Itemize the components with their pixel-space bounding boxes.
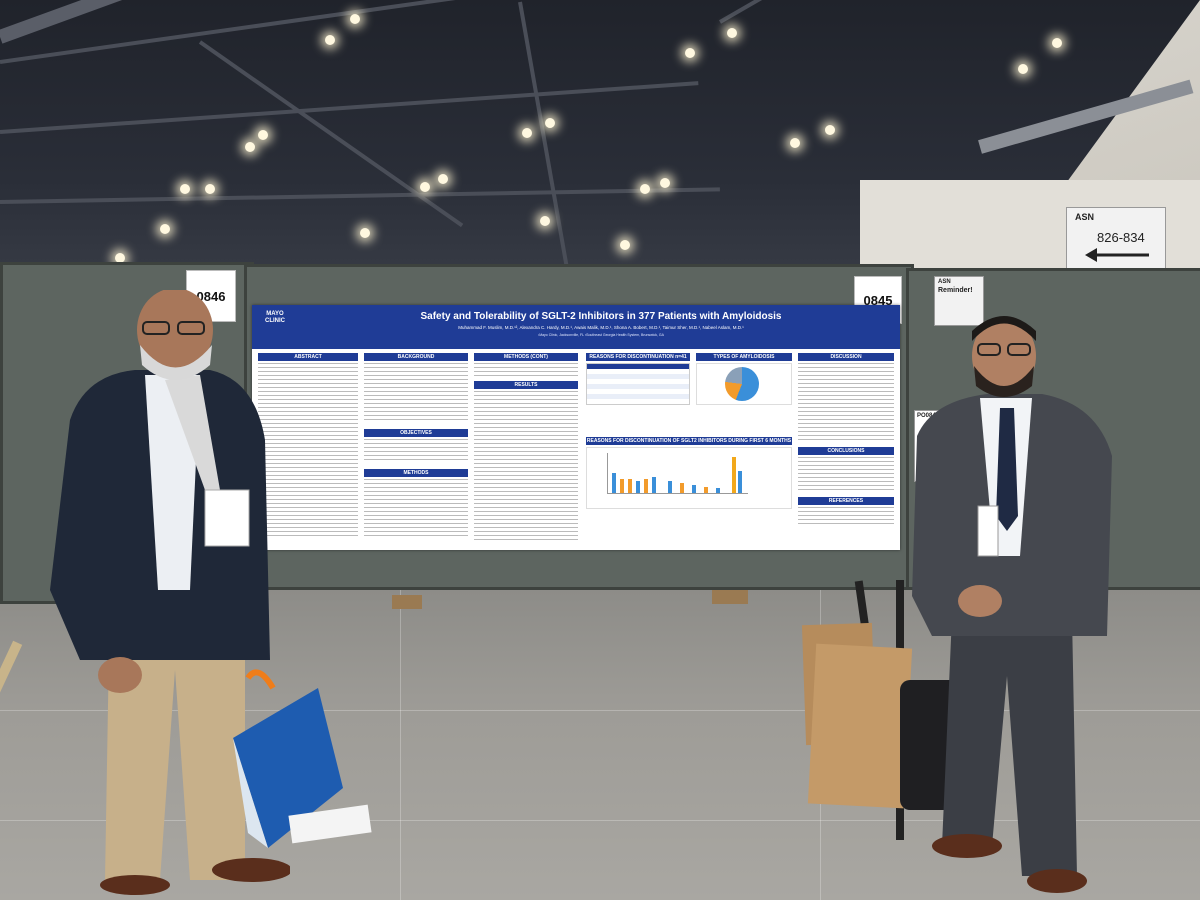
text-block bbox=[364, 479, 468, 539]
text-block bbox=[798, 457, 894, 493]
bar bbox=[644, 479, 648, 493]
section-heading: REFERENCES bbox=[798, 497, 894, 505]
right-booth-tag-text: PO0844 bbox=[917, 413, 940, 419]
text-block bbox=[798, 507, 894, 525]
poster-authors: Muhammad F. Muslim, M.D.¹², Alexandra C.… bbox=[458, 325, 744, 330]
poster-column-abstract: ABSTRACT bbox=[258, 353, 358, 538]
bar bbox=[636, 481, 640, 493]
poster-column-methods-cont: METHODS (CONT) RESULTS bbox=[474, 353, 578, 541]
ceiling-light bbox=[825, 125, 835, 135]
poster-header: MAYO CLINIC Safety and Tolerability of S… bbox=[252, 305, 900, 349]
presenter-left bbox=[50, 290, 290, 895]
left-arrow-icon bbox=[1085, 248, 1149, 262]
tote-bag bbox=[233, 669, 343, 848]
ceiling-light bbox=[540, 216, 550, 226]
box-behind bbox=[712, 590, 748, 604]
paper-bag bbox=[807, 643, 913, 809]
section-heading: METHODS (CONT) bbox=[474, 353, 578, 361]
mayo-clinic-logo: MAYO CLINIC bbox=[260, 311, 290, 343]
reminder-brand: ASN bbox=[938, 279, 951, 285]
ceiling-light bbox=[640, 184, 650, 194]
poster-column-discussion: DISCUSSION CONCLUSIONS REFERENCES bbox=[798, 353, 894, 525]
box-behind bbox=[392, 595, 422, 609]
section-heading: REASONS FOR DISCONTINUATION OF SGLT2 INH… bbox=[586, 437, 792, 445]
section-heading: RESULTS bbox=[474, 381, 578, 389]
bar bbox=[680, 483, 684, 493]
bar bbox=[612, 473, 616, 493]
text-block bbox=[798, 363, 894, 443]
ceiling-light bbox=[522, 128, 532, 138]
text-block bbox=[258, 363, 358, 538]
reasons-table bbox=[586, 363, 690, 405]
text-block bbox=[474, 391, 578, 541]
text-block bbox=[364, 439, 468, 463]
ceiling-light bbox=[620, 240, 630, 250]
poster-affiliation: ¹Mayo Clinic, Jacksonville, FL ²Southeas… bbox=[538, 333, 664, 337]
ceiling-light bbox=[115, 253, 125, 263]
ceiling-light bbox=[660, 178, 670, 188]
section-heading: ABSTRACT bbox=[258, 353, 358, 361]
bar-chart-axes bbox=[607, 453, 748, 494]
poster-column-background: BACKGROUND OBJECTIVES METHODS bbox=[364, 353, 468, 539]
poster-column-reasons: REASONS FOR DISCONTINUATION n=41 bbox=[586, 353, 690, 405]
ceiling-light bbox=[420, 182, 430, 192]
section-heading: BACKGROUND bbox=[364, 353, 468, 361]
ceiling-light bbox=[180, 184, 190, 194]
ceiling-light bbox=[245, 142, 255, 152]
table-header-row bbox=[587, 364, 689, 369]
text-block bbox=[474, 363, 578, 377]
ceiling-beam bbox=[719, 0, 1068, 24]
ceiling-light bbox=[258, 130, 268, 140]
ceiling-beam bbox=[0, 81, 699, 134]
sign-brand: ASN bbox=[1075, 212, 1095, 222]
ceiling-beam bbox=[0, 187, 720, 204]
section-heading: TYPES OF AMYLOIDOSIS bbox=[696, 353, 792, 361]
bar bbox=[652, 477, 656, 493]
bar-chart-figure bbox=[586, 447, 792, 509]
ceiling-light bbox=[205, 184, 215, 194]
wall-direction-sign: ASN 826-834 bbox=[1066, 207, 1166, 271]
text-block bbox=[364, 363, 468, 423]
reminder-sign: ASN Reminder! bbox=[934, 276, 984, 326]
poster-title: Safety and Tolerability of SGLT-2 Inhibi… bbox=[420, 311, 782, 322]
bar bbox=[704, 487, 708, 493]
floor-seam bbox=[0, 820, 1200, 821]
ceiling-light bbox=[1052, 38, 1062, 48]
bar bbox=[668, 481, 672, 493]
ceiling-light bbox=[727, 28, 737, 38]
ceiling-light bbox=[1018, 64, 1028, 74]
bar bbox=[732, 457, 736, 493]
ceiling-light bbox=[160, 224, 170, 234]
reasons-6mo-section: REASONS FOR DISCONTINUATION OF SGLT2 INH… bbox=[586, 437, 792, 509]
section-heading: OBJECTIVES bbox=[364, 429, 468, 437]
ceiling-light bbox=[360, 228, 370, 238]
section-heading: METHODS bbox=[364, 469, 468, 477]
reminder-title: Reminder! bbox=[938, 287, 973, 294]
ceiling-light bbox=[545, 118, 555, 128]
floor-seam bbox=[0, 710, 1200, 711]
bar bbox=[738, 471, 742, 493]
logo-text: MAYO CLINIC bbox=[265, 311, 285, 324]
bar bbox=[628, 479, 632, 493]
ceiling-light bbox=[685, 48, 695, 58]
floor-seam bbox=[400, 590, 401, 900]
bar bbox=[716, 488, 720, 493]
sign-range: 826-834 bbox=[1097, 230, 1145, 245]
bar bbox=[620, 479, 624, 493]
research-poster: MAYO CLINIC Safety and Tolerability of S… bbox=[252, 305, 900, 550]
pie-chart bbox=[725, 367, 759, 401]
poster-column-types: TYPES OF AMYLOIDOSIS bbox=[696, 353, 792, 405]
ceiling-light bbox=[438, 174, 448, 184]
section-heading: DISCUSSION bbox=[798, 353, 894, 361]
ceiling-light bbox=[325, 35, 335, 45]
section-heading: REASONS FOR DISCONTINUATION n=41 bbox=[586, 353, 690, 361]
bar bbox=[692, 485, 696, 493]
ceiling-light bbox=[350, 14, 360, 24]
presenter-right bbox=[912, 316, 1112, 893]
section-heading: CONCLUSIONS bbox=[798, 447, 894, 455]
ceiling-light bbox=[790, 138, 800, 148]
types-pie-figure bbox=[696, 363, 792, 405]
